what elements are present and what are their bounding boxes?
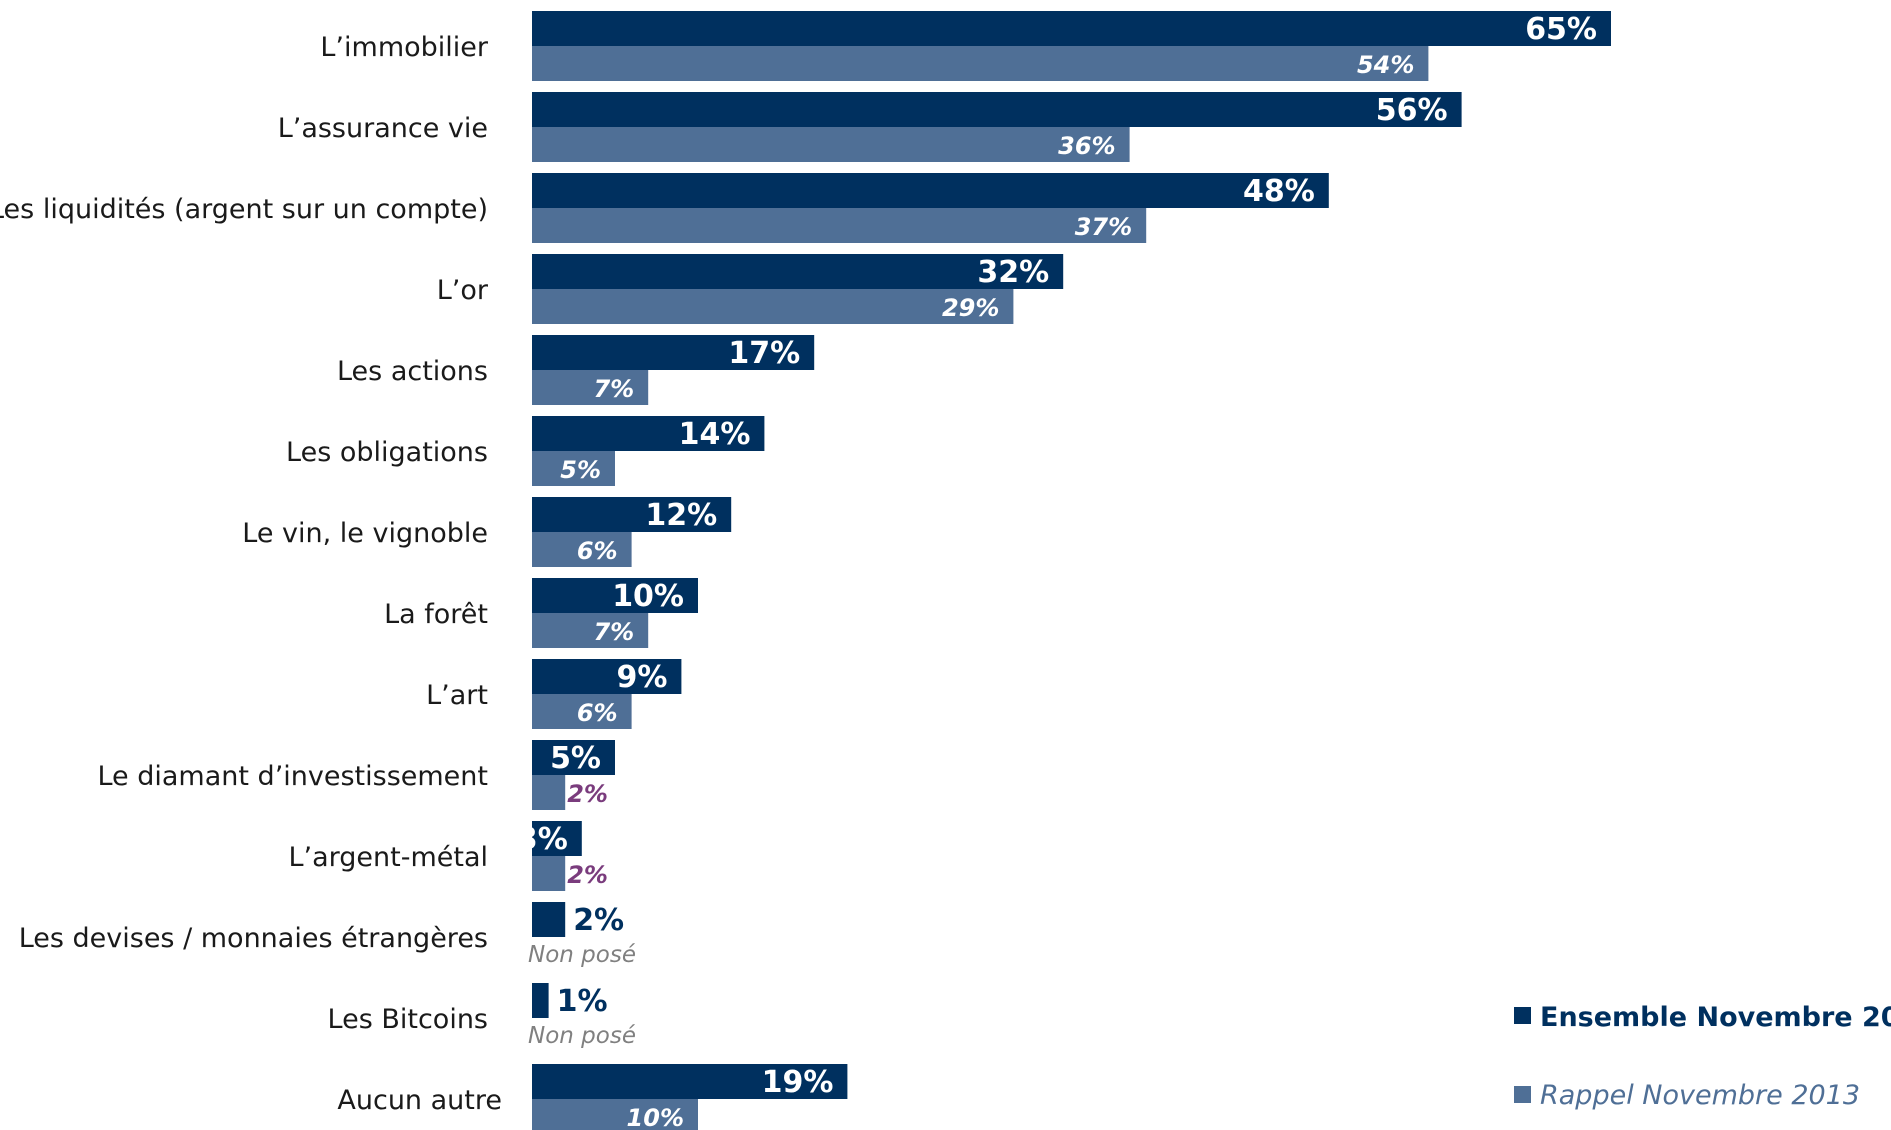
bar-2014 [532,578,698,613]
category-label: Le diamant d’investissement [97,761,488,792]
bar-2013 [532,208,1147,243]
category-label: L’argent-métal [288,842,488,873]
value-label-2014: 56% [1376,93,1448,128]
category-label: La forêt [384,599,488,630]
bar-2014 [532,497,732,532]
bar-2013 [532,127,1130,162]
bar-2014 [532,335,815,370]
value-label-2013: 54% [1357,51,1414,79]
bar-2014 [532,902,566,937]
not-asked-note: Non posé [528,1023,636,1049]
chart-row: L’assurance vie 56% 36% [278,92,1462,162]
legend-label-2013: Rappel Novembre 2013 [1540,1080,1860,1111]
bar-2014 [532,659,682,694]
bar-2014 [532,1064,848,1099]
category-label: Les devises / monnaies étrangères [19,923,488,954]
bar-2013 [532,775,566,810]
value-label-2014: 32% [977,255,1049,290]
bar-2013 [532,694,632,729]
chart-row: Le vin, le vignoble 12% 6% [242,497,732,567]
value-label-2013: 37% [1075,213,1132,241]
value-label-2014: 5% [550,741,601,776]
category-label: Aucun autre [337,1085,502,1116]
category-label: Les liquidités (argent sur un compte) [0,194,488,225]
bar-2013 [532,613,649,648]
value-label-2014: 3% [517,822,568,857]
value-label-2014: 14% [679,417,751,452]
value-label-2013: 5% [560,456,601,484]
value-label-2013: 6% [577,699,618,727]
bar-2014 [532,254,1064,289]
not-asked-note: Non posé [528,942,636,968]
chart-row: Les liquidités (argent sur un compte) 48%… [0,173,1329,243]
chart-row: L’immobilier 65% 54% [320,11,1611,81]
category-label: Les actions [337,356,488,387]
value-label-2013: 10% [627,1104,684,1130]
value-label-2013: 36% [1058,132,1115,160]
legend-label-2014: Ensemble Novembre 2014 [1540,1002,1891,1033]
chart-row: Les Bitcoins 1% Non posé [328,983,636,1049]
value-label-2013: 2% [567,861,608,889]
category-label: Les obligations [286,437,488,468]
bar-2013 [532,856,566,891]
value-label-2013: 7% [593,618,634,646]
value-label-2014: 2% [573,903,624,938]
bar-2013 [532,451,615,486]
value-label-2014: 1% [557,984,608,1019]
chart-row: Aucun autre 19% 10% [337,1064,848,1130]
value-label-2014: 17% [728,336,800,371]
legend-swatch-2014 [1514,1007,1531,1024]
bar-2014 [532,92,1462,127]
chart-row: Le diamant d’investissement 5% 2% [97,740,615,810]
value-label-2014: 9% [616,660,667,695]
bar-2014 [532,11,1611,46]
bar-2014 [532,416,765,451]
value-label-2013: 7% [593,375,634,403]
bar-2013 [532,370,649,405]
value-label-2014: 19% [762,1065,834,1100]
category-label: L’or [437,275,489,306]
chart-row: La forêt 10% 7% [384,578,698,648]
value-label-2013: 29% [942,294,999,322]
value-label-2013: 6% [577,537,618,565]
bar-2014 [532,983,549,1018]
value-label-2014: 65% [1525,12,1597,47]
bar-2014 [532,173,1329,208]
category-label: L’art [426,680,488,711]
chart-row: L’or 32% 29% [437,254,1064,324]
bar-2014 [532,740,615,775]
chart-row: Les actions 17% 7% [337,335,815,405]
value-label-2014: 48% [1243,174,1315,209]
chart-row: Les obligations 14% 5% [286,416,765,486]
chart-row: Les devises / monnaies étrangères 2% Non p… [19,902,636,968]
bar-2013 [532,46,1429,81]
bar-2013 [532,532,632,567]
category-label: Les Bitcoins [328,1004,488,1035]
category-label: L’immobilier [320,32,489,63]
chart-row: L’art 9% 6% [426,659,682,729]
bar-2013 [532,289,1014,324]
value-label-2014: 10% [612,579,684,614]
value-label-2013: 2% [567,780,608,808]
category-label: L’assurance vie [278,113,488,144]
bar-2013 [532,1099,698,1130]
value-label-2014: 12% [645,498,717,533]
chart-legend: Ensemble Novembre 2014 Rappel Novembre 2… [1514,1002,1891,1111]
chart-row: L’argent-métal 3% 2% [288,821,608,891]
legend-swatch-2013 [1514,1086,1531,1103]
category-label: Le vin, le vignoble [242,518,488,549]
bar-2014 [532,821,582,856]
